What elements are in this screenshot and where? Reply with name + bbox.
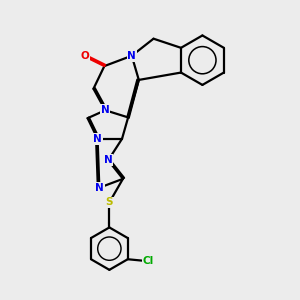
Text: Cl: Cl	[143, 256, 154, 266]
Text: N: N	[104, 155, 112, 165]
Text: N: N	[95, 183, 104, 193]
Text: N: N	[128, 51, 136, 61]
Text: S: S	[106, 197, 113, 207]
Text: N: N	[101, 105, 110, 115]
Text: O: O	[80, 51, 89, 62]
Text: N: N	[93, 134, 102, 144]
